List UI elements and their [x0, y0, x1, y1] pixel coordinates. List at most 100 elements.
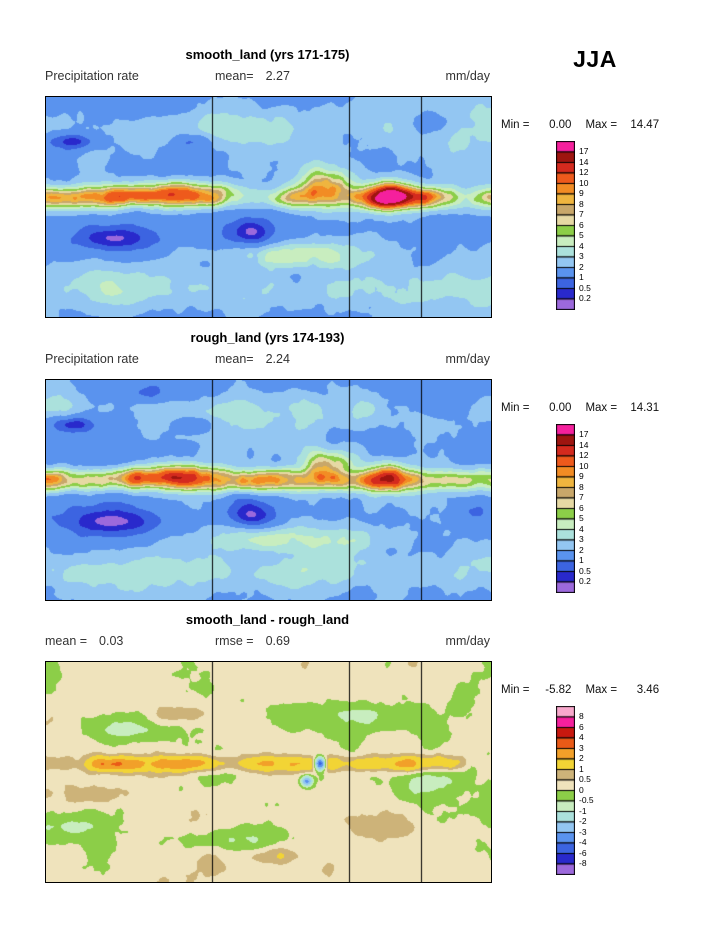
- colorbar-tick-label: -0.5: [579, 795, 594, 805]
- min-label: Min =: [501, 402, 530, 414]
- colorbar-tick-label: 7: [579, 209, 584, 219]
- colorbar-tick-label: -4: [579, 837, 587, 847]
- mean-label: mean=: [215, 69, 254, 83]
- map-plot: [45, 379, 492, 601]
- max-value: 14.47: [630, 119, 660, 131]
- colorbar-tick-label: 8: [579, 198, 584, 209]
- colorbar-tick-label: 10: [579, 177, 589, 188]
- colorbar: [556, 424, 575, 593]
- colorbar-tick-label: 14: [579, 156, 589, 167]
- colorbar: [556, 141, 575, 310]
- colorbar-tick-label: 9: [579, 188, 584, 198]
- variable-label: Precipitation rate: [45, 69, 139, 83]
- precip-map-canvas: [46, 380, 491, 600]
- colorbar-labels: 8 6 4 3 2 1 0.5 0 -0.5 -1 -2 -3 -4 -6 -8: [579, 706, 619, 876]
- mean-stat: mean = 0.03: [45, 634, 123, 648]
- min-label: Min =: [501, 684, 530, 696]
- minmax-row: Min = 0.00 Max = 14.31: [501, 402, 659, 414]
- season-label: JJA: [573, 46, 617, 72]
- colorbar-tick-label: 6: [579, 502, 584, 513]
- colorbar-tick-label: -1: [579, 805, 587, 816]
- panel-rough-land: rough_land (yrs 174-193) Precipitation r…: [0, 328, 723, 611]
- panel-title: rough_land (yrs 174-193): [190, 330, 345, 345]
- units-label: mm/day: [445, 352, 490, 366]
- colorbar-tick-label: 8: [579, 481, 584, 492]
- colorbar-tick-label: 4: [579, 523, 584, 534]
- colorbar-tick-label: 0.2: [579, 293, 591, 303]
- colorbar-tick-label: 2: [579, 261, 584, 272]
- min-label: Min =: [501, 119, 530, 131]
- colorbar-tick-label: 6: [579, 219, 584, 230]
- colorbar-labels: 17 14 12 10 9 8 7 6 5 4 3 2 1 0.5 0.2: [579, 141, 619, 311]
- colorbar-tick-label: 1: [579, 763, 584, 774]
- colorbar-tick-label: 0.5: [579, 282, 591, 293]
- colorbar-tick-label: 7: [579, 492, 584, 502]
- min-value: 0.00: [549, 402, 572, 414]
- minmax-row: Min = 0.00 Max = 14.47: [501, 119, 659, 131]
- rmse-stat: rmse = 0.69: [215, 634, 290, 648]
- max-label: Max =: [585, 402, 618, 414]
- colorbar-tick-label: -2: [579, 816, 587, 826]
- map-plot: [45, 661, 492, 883]
- colorbar-tick-label: 3: [579, 534, 584, 544]
- colorbar-tick-label: 12: [579, 167, 589, 177]
- colorbar-tick-label: 2: [579, 544, 584, 555]
- colorbar: [556, 706, 575, 875]
- colorbar-labels: 17 14 12 10 9 8 7 6 5 4 3 2 1 0.5 0.2: [579, 424, 619, 594]
- colorbar-tick-label: -3: [579, 826, 587, 837]
- colorbar-tick-label: 0.2: [579, 576, 591, 586]
- min-value: 0.00: [549, 119, 572, 131]
- units-label: mm/day: [445, 634, 490, 648]
- mean-label: mean=: [215, 352, 254, 366]
- mean-value: 2.27: [265, 69, 290, 83]
- max-value: 14.31: [630, 402, 660, 414]
- max-label: Max =: [585, 684, 618, 696]
- colorbar-tick-label: 4: [579, 732, 584, 742]
- colorbar-tick-label: -8: [579, 858, 587, 868]
- max-label: Max =: [585, 119, 618, 131]
- colorbar-tick-label: 3: [579, 742, 584, 753]
- mean-stat: mean= 2.27: [215, 69, 290, 83]
- colorbar-tick-label: 10: [579, 460, 589, 471]
- colorbar-tick-label: 17: [579, 429, 589, 439]
- panel-title: smooth_land (yrs 171-175): [185, 47, 350, 62]
- units-label: mm/day: [445, 69, 490, 83]
- colorbar-tick-label: 0.5: [579, 565, 591, 576]
- rmse-label: rmse =: [215, 634, 254, 648]
- colorbar-tick-label: 6: [579, 721, 584, 732]
- colorbar-tick-label: 5: [579, 513, 584, 523]
- min-value: -5.82: [545, 684, 572, 696]
- max-value: 3.46: [636, 684, 660, 696]
- colorbar-tick-label: 4: [579, 240, 584, 251]
- colorbar-tick-label: 17: [579, 146, 589, 156]
- panel-title: smooth_land - rough_land: [185, 612, 350, 627]
- panel-difference: smooth_land - rough_land mean = 0.03 rmse…: [0, 610, 723, 893]
- colorbar-tick-label: 14: [579, 439, 589, 450]
- mean-value: 0.03: [99, 634, 124, 648]
- colorbar-tick-label: 2: [579, 753, 584, 763]
- colorbar-tick-label: -6: [579, 847, 587, 858]
- stats-row: mean = 0.03 rmse = 0.69 mm/day: [45, 634, 490, 650]
- colorbar-tick-label: 1: [579, 272, 584, 282]
- colorbar-tick-label: 5: [579, 230, 584, 240]
- colorbar-tick-label: 1: [579, 555, 584, 565]
- panel-smooth-land: smooth_land (yrs 171-175) Precipitation …: [0, 45, 723, 328]
- stats-row: Precipitation rate mean= 2.24 mm/day: [45, 352, 490, 368]
- precip-map-canvas: [46, 97, 491, 317]
- minmax-row: Min = -5.82 Max = 3.46: [501, 684, 659, 696]
- colorbar-tick-label: 9: [579, 471, 584, 481]
- map-plot: [45, 96, 492, 318]
- variable-label: Precipitation rate: [45, 352, 139, 366]
- stats-row: Precipitation rate mean= 2.27 mm/day: [45, 69, 490, 85]
- rmse-value: 0.69: [265, 634, 290, 648]
- colorbar-tick-label: 12: [579, 450, 589, 460]
- mean-value: 2.24: [265, 352, 290, 366]
- colorbar-tick-label: 8: [579, 711, 584, 721]
- mean-stat: mean= 2.24: [215, 352, 290, 366]
- colorbar-tick-label: 0.5: [579, 774, 591, 784]
- colorbar-tick-label: 0: [579, 784, 584, 795]
- mean-label: mean =: [45, 634, 88, 648]
- diff-map-canvas: [46, 662, 491, 882]
- colorbar-tick-label: 3: [579, 251, 584, 261]
